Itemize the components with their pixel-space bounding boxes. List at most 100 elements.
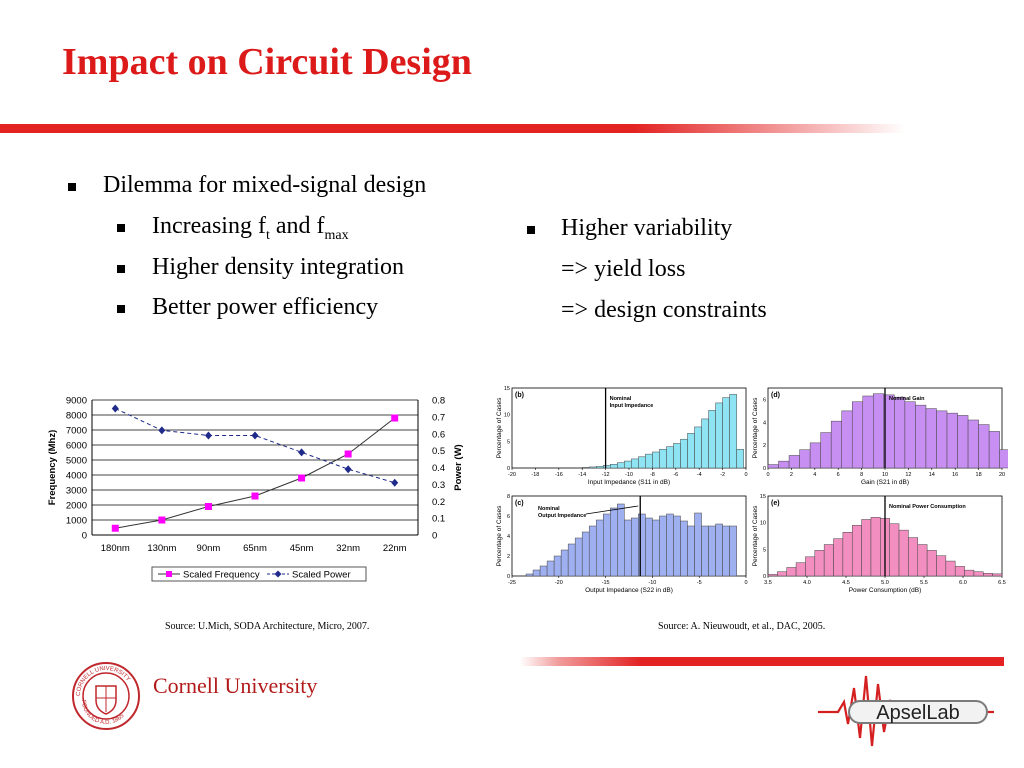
source-right: Source: A. Nieuwoudt, et al., DAC, 2005. (658, 621, 826, 632)
y2-tick-label: 0.5 (432, 446, 445, 457)
histogram-bar (652, 519, 660, 577)
histogram-bar (873, 393, 885, 469)
histogram-bar (722, 397, 730, 469)
histogram-bar (631, 517, 639, 577)
histogram-bar (638, 513, 646, 577)
x-tick-label: -2 (720, 472, 725, 478)
histogram-bar (581, 531, 590, 577)
x-tick-label: 20 (999, 472, 1005, 478)
histogram-power-consumption: 3.5 4.0 4.5 5.0 5.5 6.0 6.5 0 5 10 15 Power Consump… (752, 494, 1006, 594)
x-tick-label: 6.5 (998, 580, 1006, 586)
y-tick-label: 5 (507, 439, 510, 445)
y-tick-label: 8 (507, 494, 510, 500)
histogram-bar (581, 467, 590, 469)
point-scaled-frequency (111, 524, 119, 532)
nominal-annotation: Input Impedance (610, 403, 654, 409)
x-tick-label: 16 (952, 472, 958, 478)
y-tick-label: 2000 (66, 501, 87, 512)
histogram-bar (842, 532, 853, 577)
nominal-annotation: Nominal (610, 396, 632, 402)
x-tick-label: 0 (744, 580, 747, 586)
histogram-bar (673, 515, 681, 577)
histogram-bar (917, 544, 928, 577)
y-tick-label: 9000 (66, 396, 87, 407)
histogram-bar (603, 465, 611, 469)
histogram-bar (729, 525, 737, 577)
x-tick-label: 65nm (243, 543, 267, 554)
series-line-scaled-power (115, 407, 395, 484)
y-tick-label: 3000 (66, 486, 87, 497)
nominal-annotation: Nominal Power Consumption (889, 504, 966, 510)
scaling-line-chart: 0 1000 2000 3000 4000 5000 6000 7000 8000 9000 0 0.… (47, 396, 464, 582)
histogram-bar (574, 537, 583, 577)
y2-tick-label: 0.3 (432, 480, 445, 491)
x-tick-label: 10 (882, 472, 888, 478)
x-axis-title: Input Impedance (S11 in dB) (588, 479, 670, 486)
panel-label: (e) (771, 500, 780, 507)
x-tick-label: 8 (860, 472, 863, 478)
histogram-bar (778, 460, 790, 469)
y-tick-label: 10 (760, 521, 766, 527)
histogram-bar (729, 394, 737, 469)
histogram-bar (687, 433, 695, 469)
histogram-bar (708, 525, 716, 577)
bullet-marker (117, 224, 125, 232)
bullet-marker (117, 305, 125, 313)
histogram-bar (767, 574, 778, 577)
x-tick-label: 18 (976, 472, 982, 478)
histogram-bar (715, 402, 723, 469)
histogram-bar (973, 571, 984, 577)
panel-label: (b) (515, 392, 524, 399)
histogram-bar (666, 513, 674, 577)
point-scaled-frequency (204, 503, 212, 510)
x-tick-label: 4.0 (803, 580, 811, 586)
x-tick-label: 5.5 (920, 580, 928, 586)
point-scaled-frequency (344, 450, 352, 458)
histogram-bar (777, 571, 787, 577)
histogram-bar (624, 519, 632, 577)
legend-marker-frequency (166, 571, 172, 577)
histogram-bar (889, 523, 900, 577)
bullet-yield-loss: => yield loss (561, 256, 686, 282)
point-scaled-power (251, 431, 259, 440)
x-tick-label: -14 (578, 472, 586, 478)
legend-marker-power (274, 570, 282, 578)
histogram-bar (862, 395, 874, 469)
x-tick-label: 32nm (336, 543, 360, 554)
histogram-bar (610, 464, 618, 469)
y-tick-label: 8000 (66, 411, 87, 422)
y-tick-label: 0 (763, 574, 766, 580)
histogram-bar (823, 544, 834, 577)
histogram-bar (701, 418, 709, 469)
y-axis-title: Percentage of Cases (496, 505, 503, 566)
y-tick-label: 4 (507, 534, 510, 540)
bullet-dilemma: Dilemma for mixed-signal design (103, 172, 427, 198)
apsellab-text: ApselLab (876, 702, 959, 724)
legend-label-power: Scaled Power (292, 570, 351, 581)
x-tick-label: 12 (905, 472, 911, 478)
bullet-design-constraints: => design constraints (561, 297, 767, 323)
histogram-bar (926, 550, 937, 577)
y2-axis-title: Power (W) (453, 444, 464, 490)
histogram-bar (722, 525, 730, 577)
y-tick-label: 5000 (66, 456, 87, 467)
x-tick-label: 180nm (101, 543, 130, 554)
histogram-bar (936, 555, 947, 577)
histogram-bar (666, 446, 674, 469)
histogram-bar (904, 401, 916, 469)
x-tick-label: 14 (929, 472, 935, 478)
point-scaled-frequency (391, 414, 399, 422)
cornell-wordmark: Cornell University (153, 673, 318, 698)
y-tick-label: 1000 (66, 516, 87, 527)
histogram-bar (954, 566, 965, 577)
legend-box (151, 566, 367, 582)
x-tick-label: -10 (648, 580, 656, 586)
histogram-bar (851, 525, 862, 577)
y-axis-title: Percentage of Cases (752, 505, 759, 566)
histogram-bar (708, 410, 716, 469)
y-tick-label: 2 (763, 443, 766, 449)
y2-tick-label: 0 (432, 531, 437, 542)
x-tick-label: -8 (650, 472, 655, 478)
x-tick-label: 4 (813, 472, 816, 478)
